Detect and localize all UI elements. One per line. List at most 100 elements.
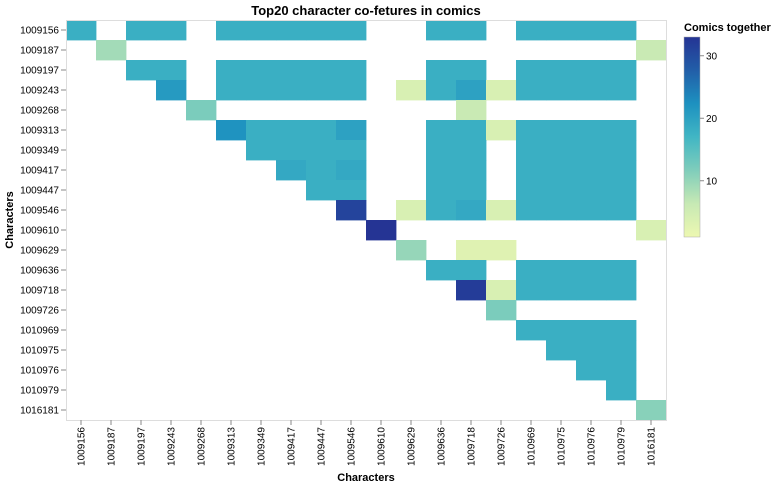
heatmap-cell — [576, 200, 607, 221]
heatmap-cell — [306, 140, 337, 161]
heatmap-cell — [456, 240, 487, 261]
heatmap-cell — [606, 380, 637, 401]
y-tick-label: 1009197 — [20, 66, 59, 77]
x-tick-label: 1010976 — [587, 427, 598, 466]
heatmap-cell — [516, 160, 547, 181]
heatmap-cell — [456, 60, 487, 81]
heatmap-cell — [606, 120, 637, 141]
heatmap-cell — [606, 340, 637, 361]
heatmap-cell — [66, 20, 97, 41]
heatmap-cell — [456, 20, 487, 41]
heatmap-cell — [336, 20, 367, 41]
heatmap-cell — [126, 20, 157, 41]
heatmap-cell — [516, 260, 547, 281]
heatmap-cell — [486, 240, 517, 261]
heatmap-cell — [606, 280, 637, 301]
y-axis: 1009156 1009187 1009197 1009243 1009268 10093… — [20, 26, 66, 417]
heatmap-cell — [456, 120, 487, 141]
heatmap-cell — [276, 160, 307, 181]
heatmap-cell — [456, 140, 487, 161]
heatmap-cell — [606, 320, 637, 341]
heatmap-cell — [456, 180, 487, 201]
x-tick-label: 1010975 — [557, 427, 568, 466]
heatmap-cell — [276, 60, 307, 81]
heatmap-cell — [546, 260, 577, 281]
y-tick-label: 1009156 — [20, 26, 59, 37]
heatmap-cell — [636, 400, 667, 421]
x-tick-label: 1009197 — [137, 427, 148, 466]
heatmap-cell — [486, 120, 517, 141]
heatmap-cell — [636, 40, 667, 61]
y-axis-title: Characters — [4, 191, 16, 248]
heatmap-cell — [606, 80, 637, 101]
legend-ticks: 10 20 30 — [700, 51, 718, 187]
heatmap-cell — [426, 120, 457, 141]
heatmap-cell — [576, 260, 607, 281]
heatmap-cell — [516, 60, 547, 81]
heatmap-cell — [246, 60, 277, 81]
heatmap-cell — [606, 180, 637, 201]
heatmap-cell — [516, 140, 547, 161]
heatmap-cell — [396, 80, 427, 101]
heatmap-cell — [606, 140, 637, 161]
y-tick-label: 1009726 — [20, 306, 59, 317]
y-tick-label: 1009546 — [20, 206, 59, 217]
heatmap-cell — [606, 60, 637, 81]
x-tick-label: 1009417 — [287, 427, 298, 466]
x-tick-label: 1009313 — [227, 427, 238, 466]
heatmap-cell — [576, 280, 607, 301]
heatmap-cell — [276, 140, 307, 161]
heatmap-cell — [336, 80, 367, 101]
heatmap-cell — [576, 180, 607, 201]
x-tick-label: 1009718 — [467, 427, 478, 466]
heatmap-cell — [306, 160, 337, 181]
heatmap-cell — [456, 160, 487, 181]
x-axis-title: Characters — [337, 472, 394, 484]
heatmap-cell — [426, 140, 457, 161]
heatmap-cell — [246, 80, 277, 101]
heatmap-cell — [606, 160, 637, 181]
heatmap-cell — [246, 140, 277, 161]
heatmap-cell — [156, 80, 187, 101]
heatmap-cell — [546, 160, 577, 181]
x-tick-label: 1009243 — [167, 427, 178, 466]
heatmap-cell — [546, 200, 577, 221]
y-tick-label: 1009313 — [20, 126, 59, 137]
heatmap-cell — [276, 120, 307, 141]
heatmap-cell — [456, 260, 487, 281]
y-tick-label: 1009447 — [20, 186, 59, 197]
heatmap-cell — [336, 120, 367, 141]
heatmap-cell — [336, 180, 367, 201]
heatmap-cell — [246, 20, 277, 41]
heatmap-cell — [186, 100, 217, 121]
heatmap-cell — [486, 80, 517, 101]
heatmap-cell — [576, 140, 607, 161]
x-tick-label: 1009726 — [497, 427, 508, 466]
heatmap-cell — [546, 180, 577, 201]
heatmap-cell — [546, 320, 577, 341]
heatmap-cell — [456, 80, 487, 101]
heatmap-cell — [156, 20, 187, 41]
heatmap-cell — [516, 280, 547, 301]
heatmap-cell — [456, 200, 487, 221]
y-tick-label: 1009187 — [20, 46, 59, 57]
x-tick-label: 1010979 — [617, 427, 628, 466]
heatmap-cell — [516, 320, 547, 341]
heatmap-cell — [546, 60, 577, 81]
heatmap-cell — [576, 60, 607, 81]
heatmap-cell — [156, 60, 187, 81]
heatmap-cell — [516, 200, 547, 221]
legend-tick-label: 20 — [706, 114, 718, 125]
x-axis: 1009156 1009187 1009197 1009243 1009268 10093… — [77, 420, 658, 466]
heatmap-cell — [336, 160, 367, 181]
heatmap-cell — [306, 180, 337, 201]
y-tick-label: 1016181 — [20, 406, 59, 417]
heatmap-cell — [216, 80, 247, 101]
heatmap-cell — [456, 280, 487, 301]
x-tick-label: 1009610 — [377, 427, 388, 466]
y-tick-label: 1009610 — [20, 226, 59, 237]
y-tick-label: 1009268 — [20, 106, 59, 117]
heatmap-cell — [546, 120, 577, 141]
heatmap-cell — [456, 100, 487, 121]
heatmap-cell — [426, 260, 457, 281]
